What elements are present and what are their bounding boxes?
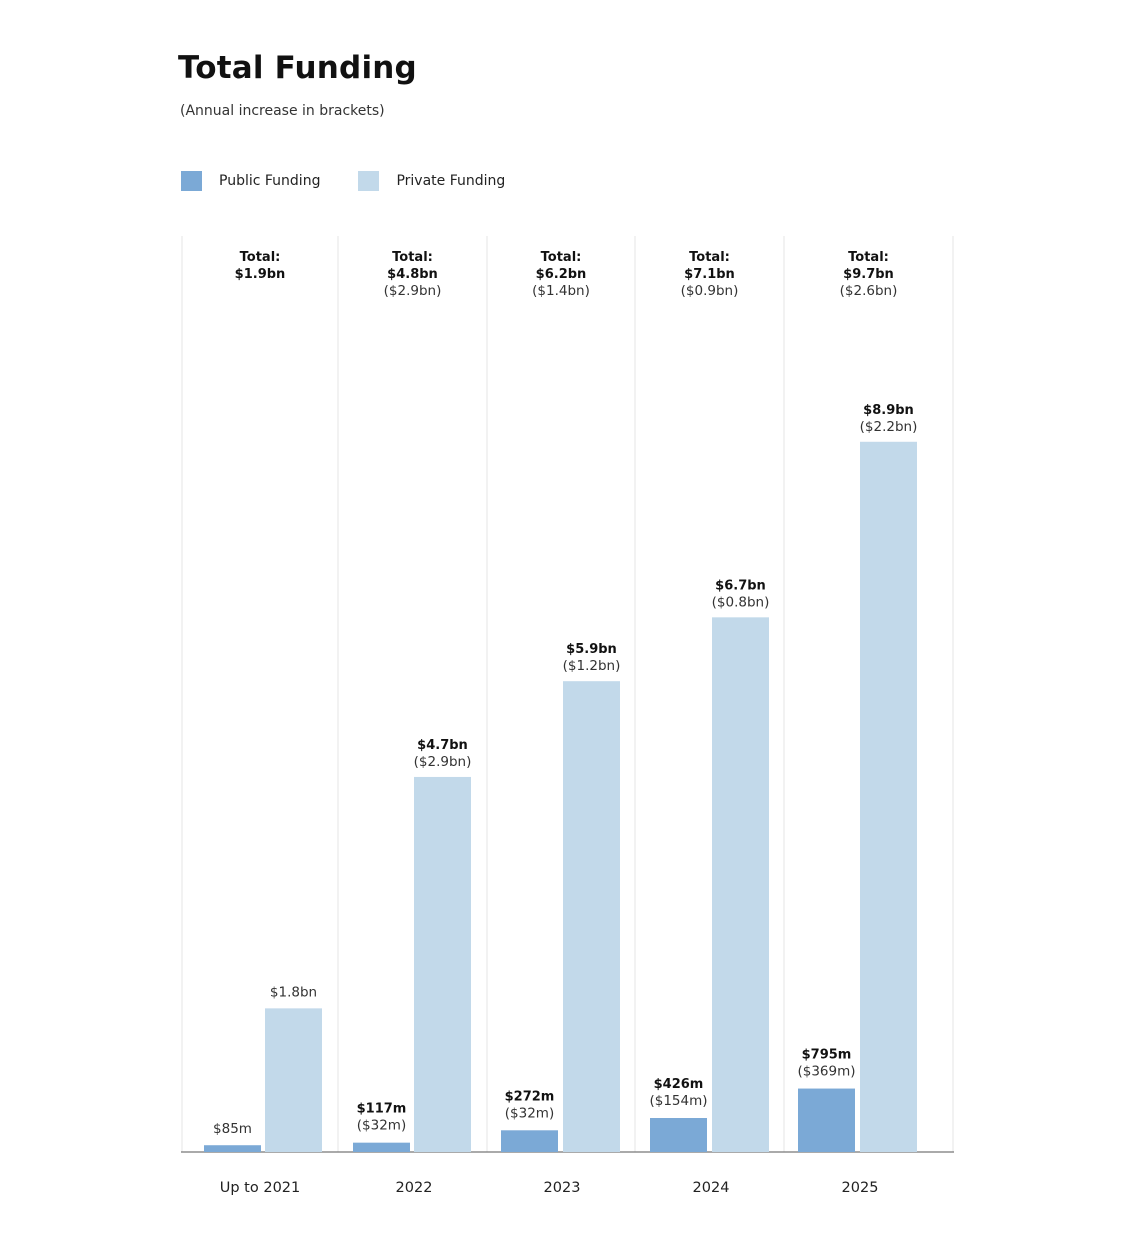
- label-public-value: $426m: [654, 1077, 704, 1092]
- bar-private: [563, 681, 620, 1152]
- bar-private: [860, 441, 917, 1152]
- label-public-increase: ($154m): [649, 1093, 707, 1109]
- label-public-value: $85m: [213, 1121, 252, 1137]
- bar-public: [204, 1145, 261, 1152]
- legend-label-private: Private Funding: [396, 173, 506, 189]
- label-private-value: $6.7bn: [715, 578, 766, 593]
- total-heading: Total:: [541, 250, 582, 265]
- bar-public: [798, 1088, 855, 1152]
- legend-label-public: Public Funding: [219, 173, 321, 189]
- total-increase: ($2.6bn): [840, 283, 898, 299]
- label-public-value: $117m: [357, 1102, 407, 1117]
- x-tick-label: 2023: [544, 1180, 581, 1196]
- legend-item-public: Public Funding: [181, 171, 320, 191]
- label-private-value: $4.7bn: [417, 738, 468, 753]
- total-heading: Total:: [392, 250, 433, 265]
- total-value: $4.8bn: [387, 267, 438, 282]
- label-public-value: $272m: [505, 1089, 555, 1104]
- total-value: $6.2bn: [536, 267, 587, 282]
- total-increase: ($2.9bn): [384, 283, 442, 299]
- label-private-value: $8.9bn: [863, 403, 914, 418]
- legend-swatch-public: [181, 171, 202, 191]
- label-public-increase: ($32m): [357, 1118, 406, 1134]
- label-public-value: $795m: [802, 1048, 852, 1063]
- x-tick-label: 2022: [396, 1180, 433, 1196]
- label-private-value: $5.9bn: [566, 642, 617, 657]
- legend-swatch-private: [358, 171, 380, 191]
- total-value: $7.1bn: [684, 267, 735, 282]
- label-public-increase: ($32m): [505, 1105, 554, 1121]
- total-heading: Total:: [848, 250, 889, 265]
- x-tick-label: Up to 2021: [220, 1180, 301, 1196]
- total-value: $1.9bn: [235, 267, 286, 282]
- bar-private: [265, 1008, 322, 1152]
- label-public-increase: ($369m): [797, 1064, 855, 1080]
- total-heading: Total:: [240, 250, 281, 265]
- total-heading: Total:: [689, 250, 730, 265]
- total-increase: ($0.9bn): [681, 283, 739, 299]
- label-private-increase: ($1.2bn): [563, 658, 621, 674]
- total-increase: ($1.4bn): [532, 283, 590, 299]
- label-private-increase: ($0.8bn): [712, 594, 770, 610]
- total-value: $9.7bn: [843, 267, 894, 282]
- label-private-value: $1.8bn: [270, 984, 317, 1000]
- bar-public: [650, 1118, 707, 1152]
- bar-public: [353, 1142, 410, 1152]
- chart-title: Total Funding: [178, 50, 417, 86]
- label-private-increase: ($2.9bn): [414, 754, 472, 770]
- x-tick-label: 2025: [842, 1180, 879, 1196]
- x-tick-label: 2024: [693, 1180, 730, 1196]
- legend: Public Funding Private Funding: [181, 170, 543, 192]
- bar-public: [501, 1130, 558, 1152]
- bar-private: [414, 776, 471, 1152]
- bar-private: [712, 617, 769, 1152]
- legend-item-private: Private Funding: [358, 171, 505, 191]
- label-private-increase: ($2.2bn): [860, 419, 918, 435]
- chart-subtitle: (Annual increase in brackets): [180, 103, 385, 119]
